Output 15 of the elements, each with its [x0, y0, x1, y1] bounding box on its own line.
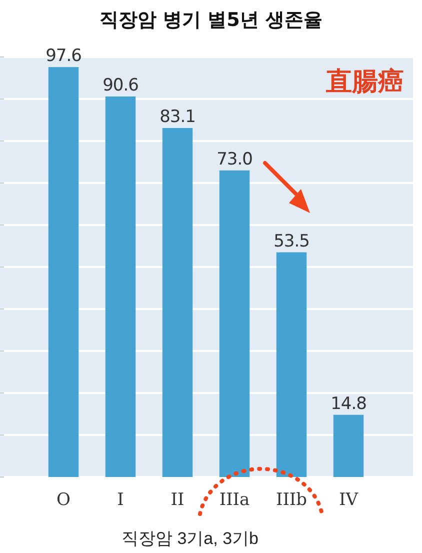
x-tick-label: IIIb: [276, 490, 308, 510]
data-label: 83.1: [160, 106, 196, 127]
x-tick-label: II: [170, 490, 184, 510]
data-label: 53.5: [274, 231, 310, 252]
chart-title: 직장암 병기 별5년 생존율: [99, 9, 323, 31]
x-tick-label: I: [117, 490, 124, 510]
data-label: 14.8: [330, 394, 366, 414]
x-tick-label: O: [56, 490, 70, 510]
x-tick-label: IV: [339, 490, 359, 510]
x-tick-label: IIIa: [219, 490, 250, 510]
data-label: 73.0: [216, 149, 252, 170]
data-label: 90.6: [102, 75, 138, 96]
text: 직장암 3기a, 3기b: [122, 529, 258, 548]
data-label: 97.6: [46, 46, 82, 66]
annotation: 直腸癌: [325, 66, 404, 96]
